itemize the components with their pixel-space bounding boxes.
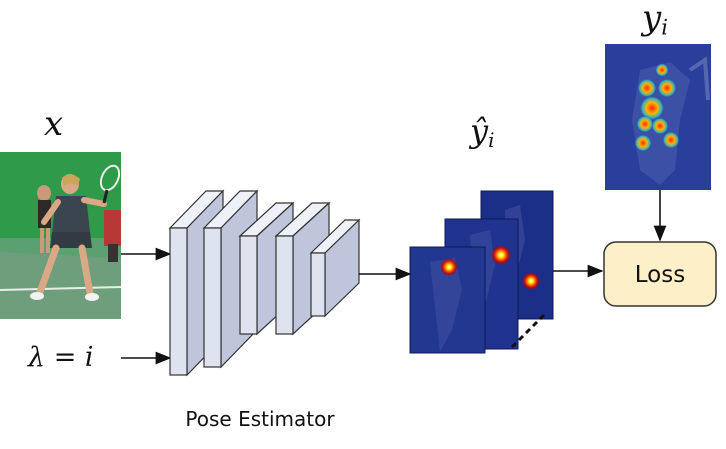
- target-label-base: y: [642, 0, 662, 38]
- lambda-label: λ = i: [28, 342, 94, 373]
- target-label-subscript: i: [661, 14, 668, 40]
- more-heatmaps-ellipsis: [510, 313, 546, 349]
- predicted-heatmaps: [409, 190, 554, 354]
- pose-estimator-label: Pose Estimator: [185, 407, 335, 431]
- prediction-label: ŷi: [470, 112, 494, 152]
- loss-label: Loss: [635, 262, 685, 288]
- heatmap-front: [409, 246, 486, 354]
- loss-box: Loss: [603, 241, 717, 307]
- prediction-label-subscript: i: [488, 128, 495, 152]
- prediction-label-base: ŷ: [470, 112, 489, 150]
- input-variable-label: x: [44, 104, 64, 144]
- target-heatmap: [605, 44, 711, 190]
- target-label: yi: [642, 0, 668, 39]
- pose-estimator-network: [168, 189, 361, 377]
- network-block-5: [309, 218, 361, 318]
- input-photo: [0, 152, 122, 319]
